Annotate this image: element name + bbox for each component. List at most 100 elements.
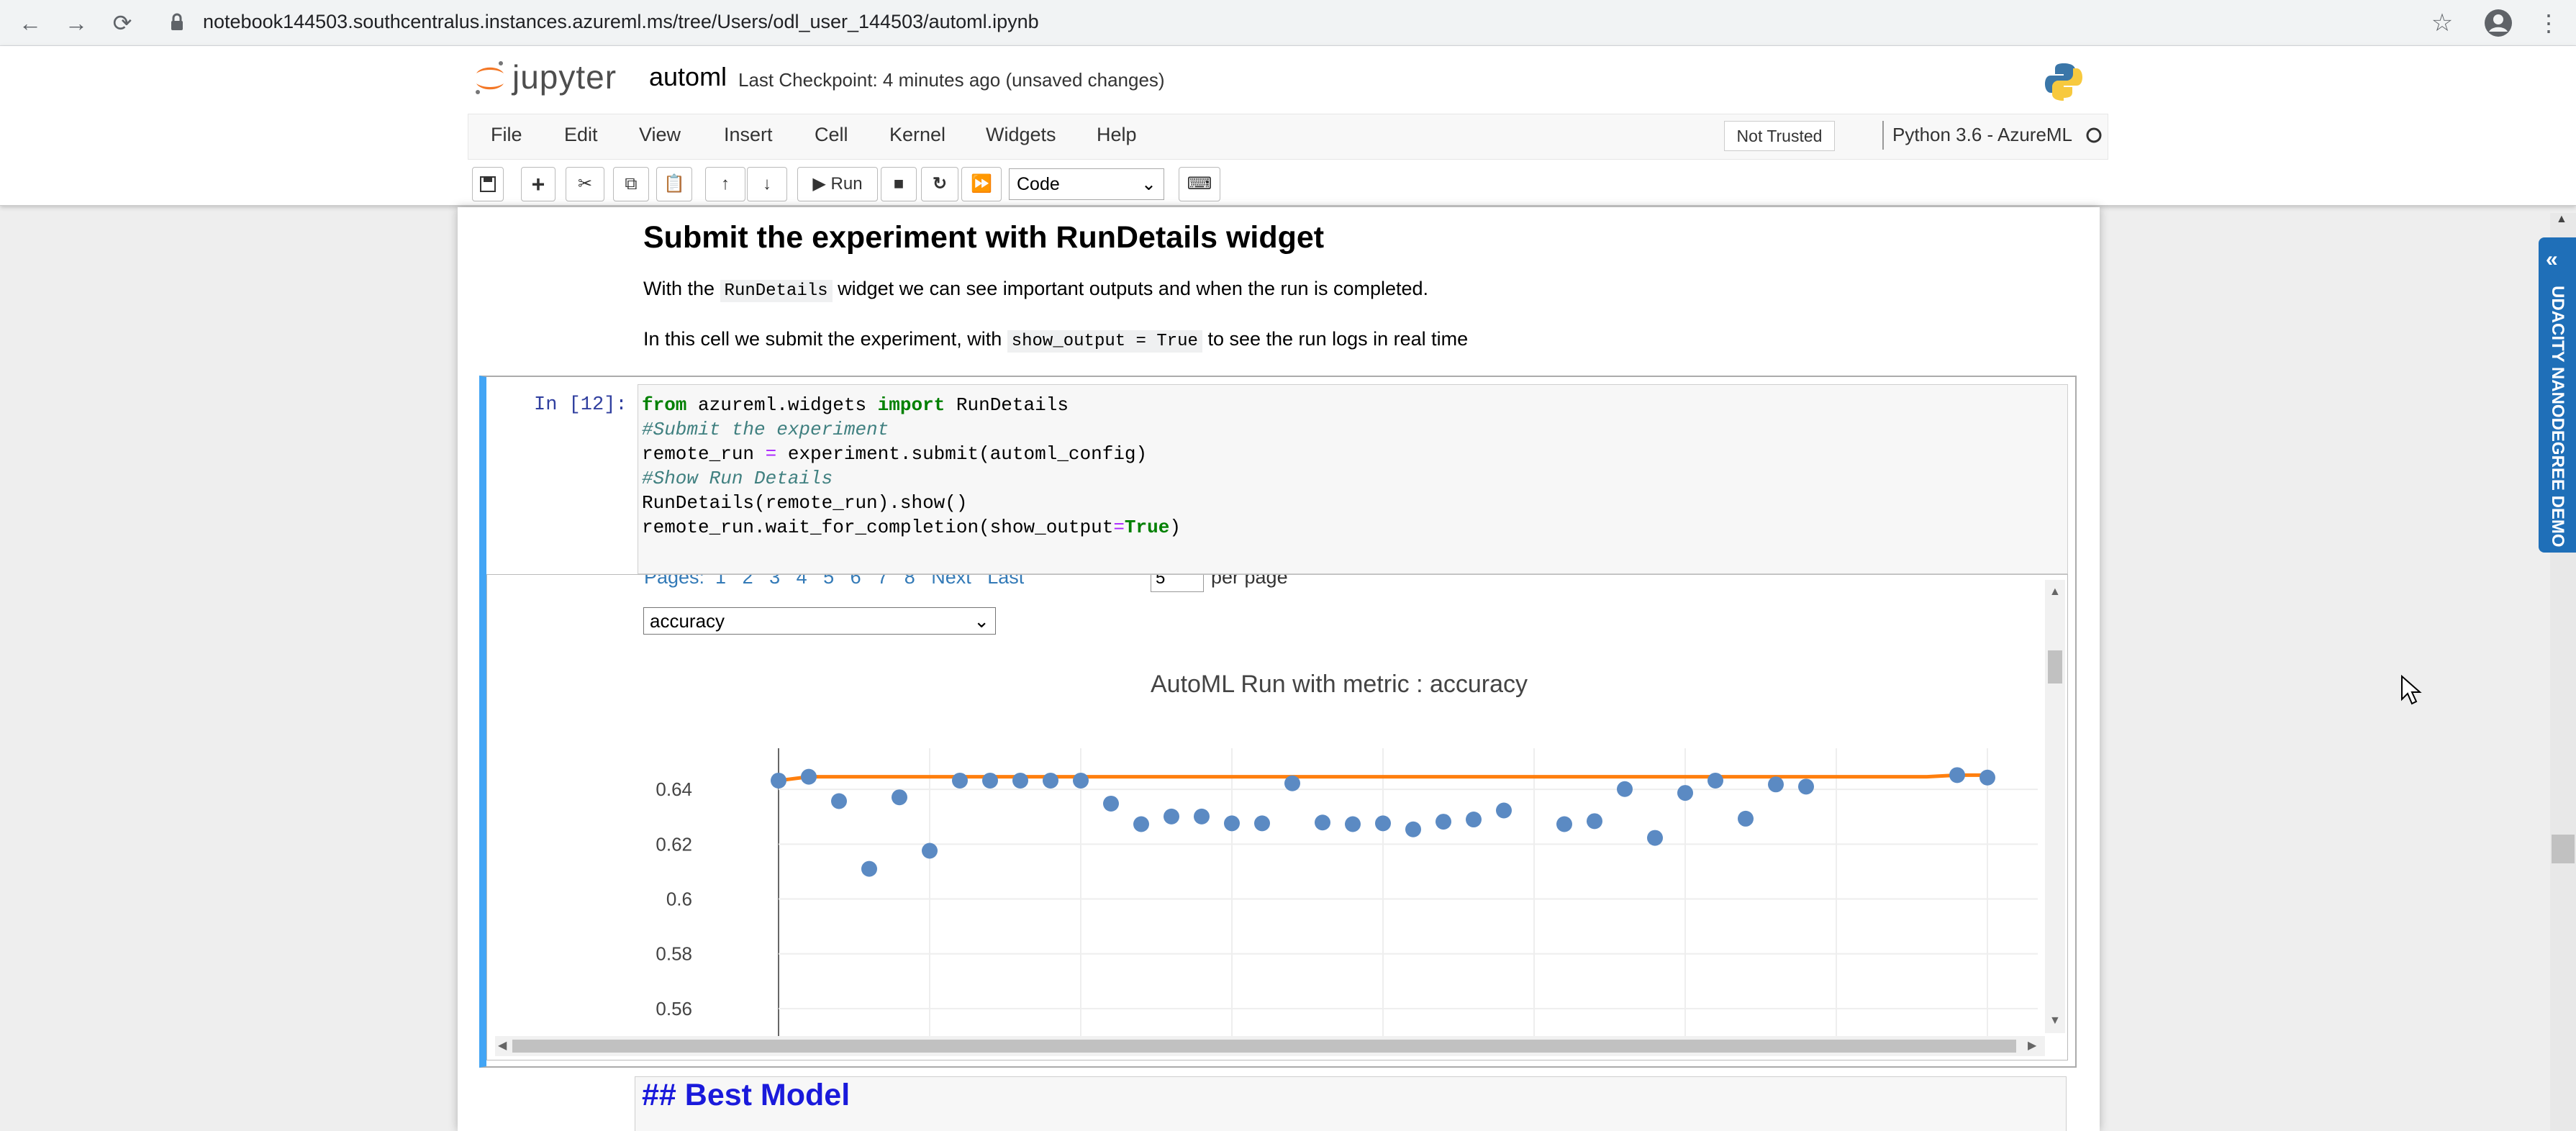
selected-code-cell[interactable] bbox=[479, 376, 2077, 1068]
data-point[interactable] bbox=[801, 768, 817, 785]
scroll-thumb[interactable] bbox=[2048, 650, 2062, 683]
command-palette-button[interactable]: ⌨ bbox=[1179, 167, 1220, 201]
code-line: #Submit the experiment bbox=[642, 419, 889, 440]
data-point[interactable] bbox=[1556, 816, 1572, 832]
data-point[interactable] bbox=[982, 772, 998, 789]
move-up-button[interactable]: ↑ bbox=[705, 167, 745, 201]
cut-button[interactable]: ✂ bbox=[566, 167, 604, 201]
scroll-right-icon[interactable]: ▶ bbox=[2028, 1040, 2037, 1052]
data-point[interactable] bbox=[1436, 814, 1451, 830]
run-label: Run bbox=[830, 174, 863, 194]
data-point[interactable] bbox=[1012, 772, 1028, 789]
data-point[interactable] bbox=[1315, 814, 1330, 831]
copy-button[interactable]: ⧉ bbox=[613, 167, 649, 201]
data-point[interactable] bbox=[1375, 815, 1391, 832]
menu-edit[interactable]: Edit bbox=[564, 124, 598, 145]
save-button[interactable] bbox=[472, 167, 504, 201]
menu-help[interactable]: Help bbox=[1097, 124, 1137, 145]
data-point[interactable] bbox=[1949, 767, 1965, 783]
scroll-thumb[interactable] bbox=[512, 1040, 2016, 1053]
markdown-heading: Submit the experiment with RunDetails wi… bbox=[643, 220, 1325, 255]
data-point[interactable] bbox=[1103, 795, 1119, 812]
paste-button[interactable]: 📋 bbox=[656, 167, 692, 201]
data-point[interactable] bbox=[952, 772, 968, 789]
jupyter-logo-text[interactable]: jupyter bbox=[512, 58, 617, 96]
data-point[interactable] bbox=[1043, 772, 1058, 789]
run-button[interactable]: ▶ Run bbox=[797, 167, 878, 201]
output-vertical-scrollbar[interactable]: ▲ ▼ bbox=[2045, 580, 2065, 1033]
account-icon[interactable] bbox=[2484, 9, 2513, 37]
data-point[interactable] bbox=[831, 793, 847, 809]
inline-code: RunDetails bbox=[720, 280, 833, 302]
data-point[interactable] bbox=[771, 772, 786, 789]
data-point[interactable] bbox=[1707, 772, 1723, 789]
data-point[interactable] bbox=[861, 860, 877, 877]
udacity-side-tab[interactable] bbox=[2539, 237, 2576, 553]
interrupt-button[interactable]: ■ bbox=[881, 167, 917, 201]
data-point[interactable] bbox=[1405, 821, 1421, 837]
notebook-name[interactable]: automl bbox=[649, 62, 727, 91]
data-point[interactable] bbox=[1254, 815, 1270, 832]
per-page-select[interactable]: 5 bbox=[1151, 575, 1204, 592]
y-tick-label: 0.64 bbox=[656, 778, 692, 800]
menu-file[interactable]: File bbox=[491, 124, 522, 145]
markdown-cell-best-model[interactable] bbox=[635, 1076, 2067, 1131]
restart-button[interactable]: ↻ bbox=[921, 167, 958, 201]
star-icon[interactable]: ☆ bbox=[2431, 9, 2454, 37]
address-bar[interactable]: notebook144503.southcentralus.instances.… bbox=[203, 11, 1039, 32]
data-point[interactable] bbox=[1738, 810, 1754, 827]
data-point[interactable] bbox=[1768, 776, 1784, 793]
data-point[interactable] bbox=[1345, 816, 1361, 832]
menu-kernel[interactable]: Kernel bbox=[889, 124, 946, 145]
trusted-button[interactable]: Not Trusted bbox=[1724, 121, 1835, 151]
data-point[interactable] bbox=[1284, 775, 1300, 791]
reload-icon[interactable]: ⟳ bbox=[112, 10, 132, 36]
code-line: #Show Run Details bbox=[642, 468, 833, 489]
data-point[interactable] bbox=[892, 789, 907, 806]
keyboard-icon: ⌨ bbox=[1187, 174, 1212, 194]
menu-insert[interactable]: Insert bbox=[724, 124, 773, 145]
data-point[interactable] bbox=[1073, 772, 1089, 789]
data-point[interactable] bbox=[1466, 812, 1482, 828]
arrow-down-icon: ↓ bbox=[763, 174, 771, 194]
move-down-button[interactable]: ↓ bbox=[747, 167, 787, 201]
data-point[interactable] bbox=[1617, 781, 1633, 797]
menu-widgets[interactable]: Widgets bbox=[986, 124, 1056, 145]
scroll-left-icon[interactable]: ◀ bbox=[498, 1040, 507, 1052]
data-point[interactable] bbox=[1164, 808, 1179, 825]
kernel-name[interactable]: Python 3.6 - AzureML bbox=[1892, 124, 2073, 145]
scroll-down-icon[interactable]: ▼ bbox=[2049, 1014, 2061, 1027]
pagination[interactable]: Pages: 1 2 3 4 5 6 7 8 Next Last bbox=[644, 574, 1025, 588]
menu-view[interactable]: View bbox=[639, 124, 681, 145]
forward-icon[interactable]: → bbox=[65, 10, 88, 36]
mouse-cursor-icon bbox=[2401, 675, 2422, 705]
data-point[interactable] bbox=[1194, 808, 1210, 825]
output-horizontal-scrollbar[interactable]: ◀ ▶ bbox=[495, 1036, 2045, 1056]
page-scroll-up-icon[interactable]: ▲ bbox=[2556, 213, 2567, 225]
copy-icon: ⧉ bbox=[625, 174, 638, 194]
data-point[interactable] bbox=[1798, 778, 1814, 795]
fast-forward-icon: ⏩ bbox=[971, 174, 992, 194]
data-point[interactable] bbox=[1133, 816, 1149, 832]
kernel-idle-icon bbox=[2086, 127, 2102, 143]
chart-series bbox=[771, 767, 1995, 877]
data-point[interactable] bbox=[1224, 815, 1240, 832]
page-scroll-thumb[interactable] bbox=[2552, 835, 2575, 863]
code-line: remote_run = experiment.submit(automl_co… bbox=[642, 443, 1148, 465]
menu-icon[interactable]: ⋮ bbox=[2537, 10, 2560, 36]
metric-select[interactable]: accuracy ⌄ bbox=[643, 607, 996, 635]
insert-cell-button[interactable]: + bbox=[521, 167, 555, 201]
data-point[interactable] bbox=[1647, 830, 1663, 846]
cell-type-select[interactable]: Code ⌄ bbox=[1009, 168, 1164, 200]
data-point[interactable] bbox=[1496, 802, 1512, 819]
menu-cell[interactable]: Cell bbox=[815, 124, 848, 145]
menu-bar bbox=[468, 114, 2108, 160]
scroll-up-icon[interactable]: ▲ bbox=[2049, 586, 2061, 598]
data-point[interactable] bbox=[1677, 785, 1693, 801]
restart-run-all-button[interactable]: ⏩ bbox=[961, 167, 1002, 201]
data-point[interactable] bbox=[1587, 813, 1602, 830]
code-input[interactable] bbox=[638, 384, 2068, 574]
data-point[interactable] bbox=[1979, 769, 1995, 786]
back-icon[interactable]: ← bbox=[19, 10, 42, 36]
data-point[interactable] bbox=[922, 842, 938, 859]
